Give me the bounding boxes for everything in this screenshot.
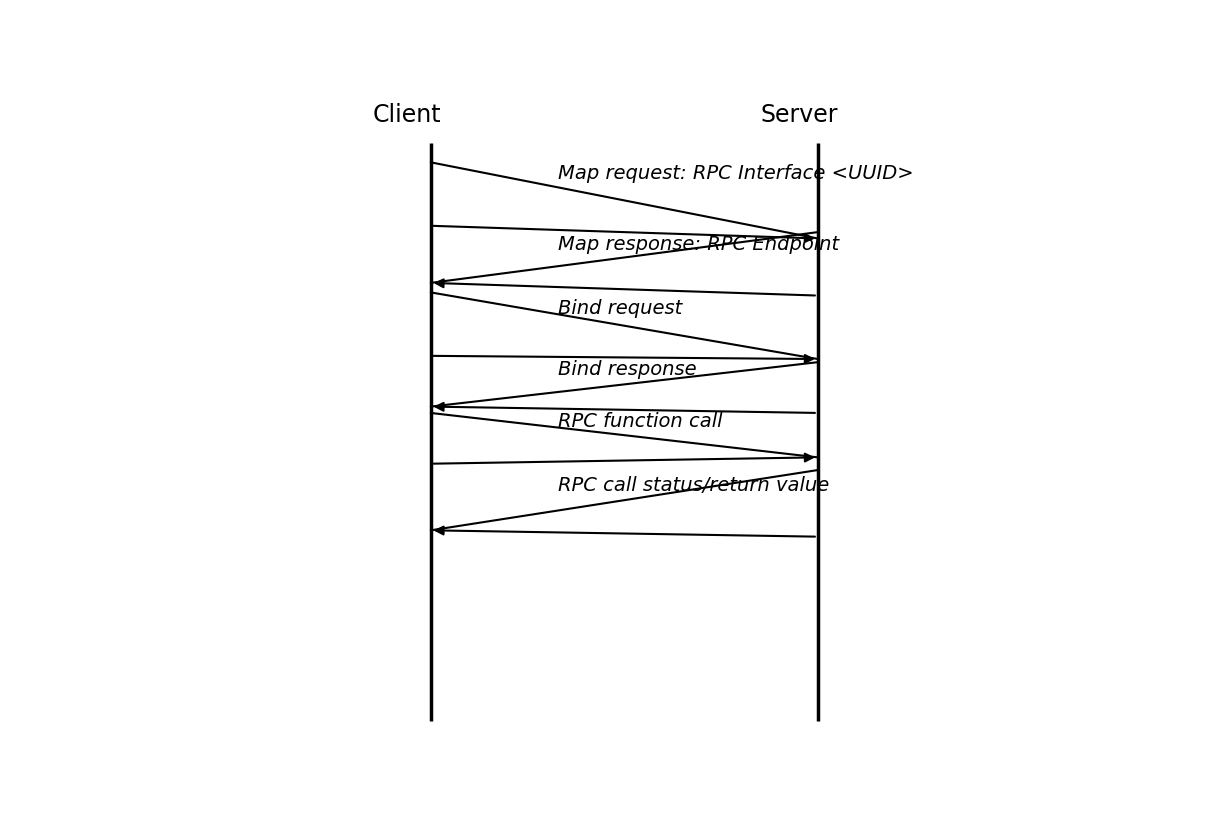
Text: Server: Server xyxy=(760,104,838,128)
Text: Client: Client xyxy=(373,104,441,128)
Text: Map request: RPC Interface <UUID>: Map request: RPC Interface <UUID> xyxy=(558,164,914,183)
Text: Bind request: Bind request xyxy=(558,299,682,318)
Text: Map response: RPC Endpoint: Map response: RPC Endpoint xyxy=(558,236,839,255)
Text: RPC call status/return value: RPC call status/return value xyxy=(558,476,829,495)
Text: RPC function call: RPC function call xyxy=(558,412,722,431)
Text: Bind response: Bind response xyxy=(558,360,697,379)
